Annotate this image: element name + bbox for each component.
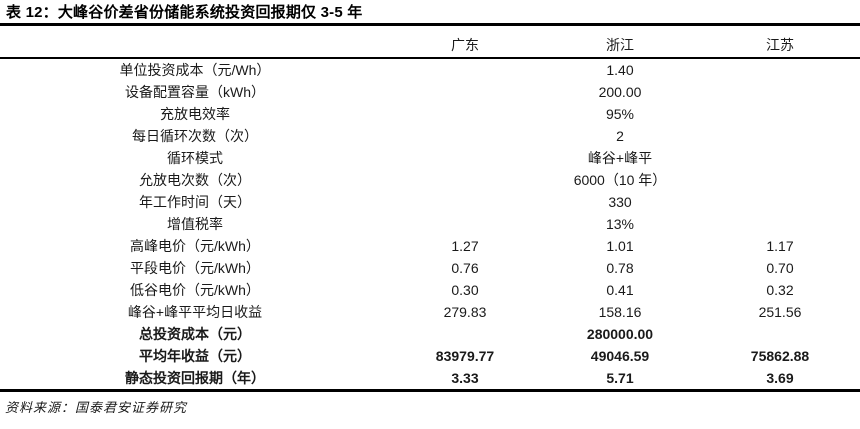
storage-roi-table: 广东 浙江 江苏 单位投资成本（元/Wh） 1.40 设备配置容量（kWh） 200.… (0, 33, 860, 392)
row-label: 总投资成本（元） (139, 326, 251, 342)
cell-guangdong (390, 191, 540, 213)
row-label: 单位投资成本（元/Wh） (119, 62, 271, 78)
cell-guangdong: 1.27 (451, 238, 479, 254)
cell-jiangsu: 75862.88 (750, 348, 810, 364)
table-row: 增值税率 13% (0, 213, 860, 235)
cell-zhejiang: 158.16 (598, 304, 642, 320)
cell-guangdong (390, 58, 540, 81)
header-col-zhejiang: 浙江 (540, 33, 700, 59)
row-label: 平均年收益（元） (139, 348, 251, 364)
header-col-guangdong: 广东 (390, 33, 540, 59)
row-label: 年工作时间（天） (139, 194, 251, 210)
cell-zhejiang: 280000.00 (586, 326, 654, 342)
cell-jiangsu (700, 103, 860, 125)
cell-zhejiang: 0.78 (606, 260, 634, 276)
source-note: 资料来源：国泰君安证券研究 (5, 401, 188, 416)
table-row: 允放电次数（次） 6000（10 年） (0, 169, 860, 191)
cell-jiangsu (700, 125, 860, 147)
row-label: 充放电效率 (160, 106, 230, 122)
table-row: 单位投资成本（元/Wh） 1.40 (0, 58, 860, 81)
header-row: 广东 浙江 江苏 (0, 33, 860, 59)
cell-zhejiang: 5.71 (606, 370, 634, 386)
table-row: 静态投资回报期（年） 3.33 5.71 3.69 (0, 367, 860, 391)
cell-guangdong: 83979.77 (435, 348, 495, 364)
row-label: 高峰电价（元/kWh） (130, 238, 260, 254)
cell-zhejiang: 95% (605, 106, 635, 122)
row-label: 低谷电价（元/kWh） (130, 282, 260, 298)
row-label: 设备配置容量（kWh） (125, 84, 265, 100)
cell-jiangsu (700, 323, 860, 345)
cell-zhejiang: 1.01 (606, 238, 634, 254)
table-row: 总投资成本（元） 280000.00 (0, 323, 860, 345)
cell-jiangsu (700, 213, 860, 235)
cell-jiangsu (700, 58, 860, 81)
cell-zhejiang: 330 (608, 194, 632, 210)
cell-guangdong (390, 323, 540, 345)
cell-jiangsu (700, 81, 860, 103)
cell-zhejiang: 0.41 (606, 282, 634, 298)
table-row: 每日循环次数（次） 2 (0, 125, 860, 147)
cell-jiangsu: 0.32 (766, 282, 794, 298)
cell-jiangsu: 3.69 (766, 370, 794, 386)
cell-guangdong (390, 81, 540, 103)
table-row: 年工作时间（天） 330 (0, 191, 860, 213)
row-label: 增值税率 (167, 216, 223, 232)
table-row: 高峰电价（元/kWh） 1.27 1.01 1.17 (0, 235, 860, 257)
cell-zhejiang: 1.40 (606, 62, 634, 78)
cell-guangdong: 0.30 (451, 282, 479, 298)
row-label: 允放电次数（次） (139, 172, 251, 188)
cell-jiangsu: 251.56 (758, 304, 802, 320)
table-row: 低谷电价（元/kWh） 0.30 0.41 0.32 (0, 279, 860, 301)
row-label: 循环模式 (167, 150, 223, 166)
cell-jiangsu (700, 191, 860, 213)
table-title: 表 12：大峰谷价差省份储能系统投资回报期仅 3-5 年 (0, 0, 860, 26)
cell-zhejiang: 6000（10 年） (573, 172, 667, 188)
cell-zhejiang: 200.00 (598, 84, 642, 100)
cell-jiangsu: 1.17 (766, 238, 794, 254)
table-row: 设备配置容量（kWh） 200.00 (0, 81, 860, 103)
header-blank-cell (0, 33, 390, 59)
cell-zhejiang: 13% (605, 216, 635, 232)
cell-zhejiang: 2 (616, 128, 624, 144)
cell-guangdong (390, 103, 540, 125)
cell-guangdong (390, 213, 540, 235)
header-col-jiangsu: 江苏 (700, 33, 860, 59)
cell-jiangsu (700, 169, 860, 191)
row-label: 平段电价（元/kWh） (130, 260, 260, 276)
table-row: 充放电效率 95% (0, 103, 860, 125)
table-row: 平均年收益（元） 83979.77 49046.59 75862.88 (0, 345, 860, 367)
row-label: 每日循环次数（次） (132, 128, 258, 144)
cell-zhejiang: 峰谷+峰平 (587, 150, 653, 166)
table-row: 循环模式 峰谷+峰平 (0, 147, 860, 169)
table-row: 峰谷+峰平平均日收益 279.83 158.16 251.56 (0, 301, 860, 323)
row-label: 峰谷+峰平平均日收益 (127, 304, 263, 320)
cell-guangdong: 3.33 (451, 370, 479, 386)
cell-zhejiang: 49046.59 (590, 348, 650, 364)
row-label: 静态投资回报期（年） (125, 370, 265, 386)
table-row: 平段电价（元/kWh） 0.76 0.78 0.70 (0, 257, 860, 279)
cell-guangdong: 0.76 (451, 260, 479, 276)
cell-guangdong (390, 147, 540, 169)
cell-guangdong: 279.83 (443, 304, 487, 320)
cell-jiangsu: 0.70 (766, 260, 794, 276)
cell-jiangsu (700, 147, 860, 169)
cell-guangdong (390, 169, 540, 191)
cell-guangdong (390, 125, 540, 147)
